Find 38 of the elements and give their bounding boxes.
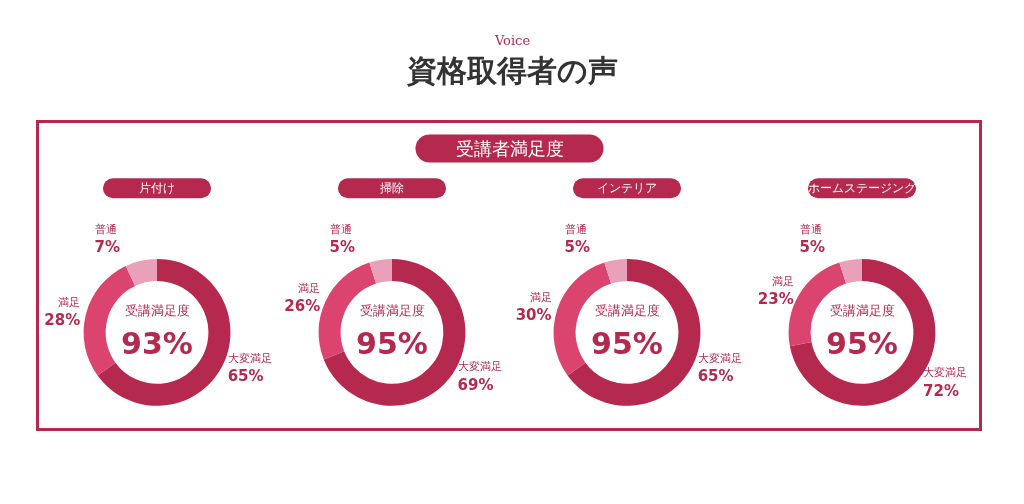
data-label: 5% [329,238,356,257]
text: 受講満足度 [124,302,190,318]
slice-label: 満足 [771,274,794,288]
text: 受講者満足度 [455,138,564,159]
text: 95% [826,326,898,361]
data-label: 5% [799,238,826,257]
data-label: 65% [227,367,264,386]
text: 受講満足度 [594,302,660,318]
slice-label: 満足 [298,281,321,295]
chart-title: 片付け [139,181,175,196]
slice-label: 大変満足 [697,351,742,365]
data-label: 23% [757,290,794,309]
text: 93% [121,326,193,361]
text: 95% [356,326,428,361]
data-label: 28% [44,310,81,329]
data-label: 30% [515,306,552,325]
slice-label: 普通 [329,223,352,237]
data-label: 26% [284,296,321,315]
slice-label: 大変満足 [227,351,272,365]
slice-label: 普通 [564,223,587,237]
data-label: 5% [564,238,591,257]
slice-label: 大変満足 [923,366,968,380]
slice-label: 普通 [94,223,117,237]
slice-label: 大変満足 [457,360,502,374]
chart-title: インテリア [597,181,657,196]
text: 受講満足度 [829,302,895,318]
slice-label: 満足 [529,290,552,304]
text: 受講満足度 [359,302,425,318]
text: Voice [493,33,531,48]
data-label: 65% [697,367,734,386]
slice-label: 満足 [58,295,81,309]
data-label: 7% [94,238,121,257]
text: 資格取得者の声 [406,53,618,88]
data-label: 69% [457,375,494,394]
slice-label: 普通 [799,223,822,237]
data-label: 72% [923,381,960,400]
text: 95% [591,326,663,361]
chart-title: 掃除 [380,181,404,196]
